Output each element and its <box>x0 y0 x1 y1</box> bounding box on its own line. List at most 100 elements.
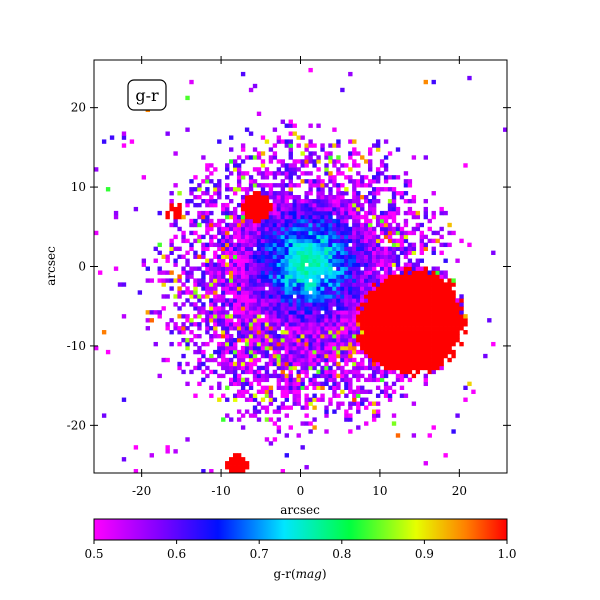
map-pixel <box>320 357 325 363</box>
map-pixel <box>324 373 329 379</box>
map-pixel <box>352 270 357 275</box>
map-pixel <box>391 274 397 279</box>
map-pixel <box>356 409 361 414</box>
map-pixel <box>320 202 325 208</box>
map-pixel <box>268 393 274 398</box>
map-pixel <box>316 222 321 228</box>
map-pixel <box>427 286 432 291</box>
map-pixel <box>360 345 365 351</box>
map-pixel <box>165 210 170 216</box>
map-pixel <box>399 353 405 359</box>
map-pixel <box>324 258 329 263</box>
map-pixel <box>336 262 341 267</box>
map-pixel <box>133 445 139 450</box>
map-pixel <box>324 210 329 216</box>
map-pixel <box>340 294 345 299</box>
map-pixel <box>240 318 246 323</box>
map-pixel <box>395 258 401 263</box>
map-pixel <box>371 191 377 196</box>
map-pixel <box>387 274 393 279</box>
map-pixel <box>209 310 214 315</box>
map-pixel <box>344 345 349 351</box>
map-pixel <box>229 417 234 422</box>
map-pixel <box>316 195 321 200</box>
map-pixel <box>296 369 301 375</box>
map-pixel <box>395 274 401 279</box>
map-pixel <box>209 369 214 375</box>
map-pixel <box>213 334 218 339</box>
map-pixel <box>260 214 266 220</box>
map-pixel <box>340 171 345 176</box>
map-pixel <box>375 306 381 311</box>
map-pixel <box>236 461 242 466</box>
map-pixel <box>205 242 210 248</box>
map-pixel <box>300 294 305 299</box>
map-pixel <box>455 322 460 327</box>
map-pixel <box>423 234 428 240</box>
map-pixel <box>272 242 278 248</box>
map-pixel <box>236 409 242 414</box>
map-pixel <box>225 397 230 402</box>
map-pixel <box>276 250 282 255</box>
map-pixel <box>439 314 444 319</box>
map-pixel <box>308 318 313 323</box>
map-pixel <box>419 349 424 355</box>
map-pixel <box>264 270 270 275</box>
map-pixel <box>316 234 321 240</box>
map-pixel <box>383 365 389 371</box>
map-pixel <box>332 298 337 303</box>
map-pixel <box>276 234 282 240</box>
map-pixel <box>240 218 246 224</box>
map-pixel <box>415 334 421 339</box>
map-pixel <box>260 286 266 291</box>
map-pixel <box>348 401 353 406</box>
map-pixel <box>284 262 289 267</box>
map-pixel <box>248 258 254 263</box>
map-pixel <box>431 353 436 359</box>
map-pixel <box>197 322 202 327</box>
map-pixel <box>221 361 226 367</box>
map-pixel <box>264 195 270 200</box>
map-pixel <box>209 290 214 295</box>
map-pixel <box>427 326 432 331</box>
map-pixel <box>403 210 409 216</box>
map-pixel <box>213 270 218 275</box>
map-pixel <box>177 254 182 259</box>
map-pixel <box>360 286 365 291</box>
map-pixel <box>272 270 278 275</box>
map-pixel <box>304 401 309 406</box>
map-pixel <box>236 294 242 299</box>
map-pixel <box>312 417 317 422</box>
map-pixel <box>272 286 278 291</box>
map-pixel <box>348 405 353 410</box>
map-pixel <box>296 353 301 359</box>
map-pixel <box>260 389 266 394</box>
map-pixel <box>205 357 210 363</box>
map-pixel <box>451 337 456 343</box>
map-pixel <box>300 222 305 228</box>
map-pixel <box>447 242 452 248</box>
map-pixel <box>316 330 321 335</box>
map-pixel <box>451 302 456 307</box>
map-pixel <box>272 214 278 220</box>
map-pixel <box>209 210 214 216</box>
map-pixel <box>276 377 282 383</box>
map-pixel <box>260 353 266 359</box>
map-pixel <box>213 286 218 291</box>
map-pixel <box>328 195 333 200</box>
map-pixel <box>431 345 436 351</box>
map-pixel <box>407 179 413 184</box>
map-pixel <box>284 286 289 291</box>
map-pixel <box>205 230 210 236</box>
map-pixel <box>101 139 107 144</box>
map-pixel <box>447 282 452 287</box>
map-pixel <box>256 238 262 244</box>
map-pixel <box>344 413 349 418</box>
map-pixel <box>419 250 424 255</box>
map-pixel <box>189 187 194 192</box>
map-pixel <box>368 222 373 228</box>
map-pixel <box>94 230 99 236</box>
map-pixel <box>368 401 373 406</box>
map-pixel <box>225 465 230 470</box>
map-pixel <box>375 322 381 327</box>
